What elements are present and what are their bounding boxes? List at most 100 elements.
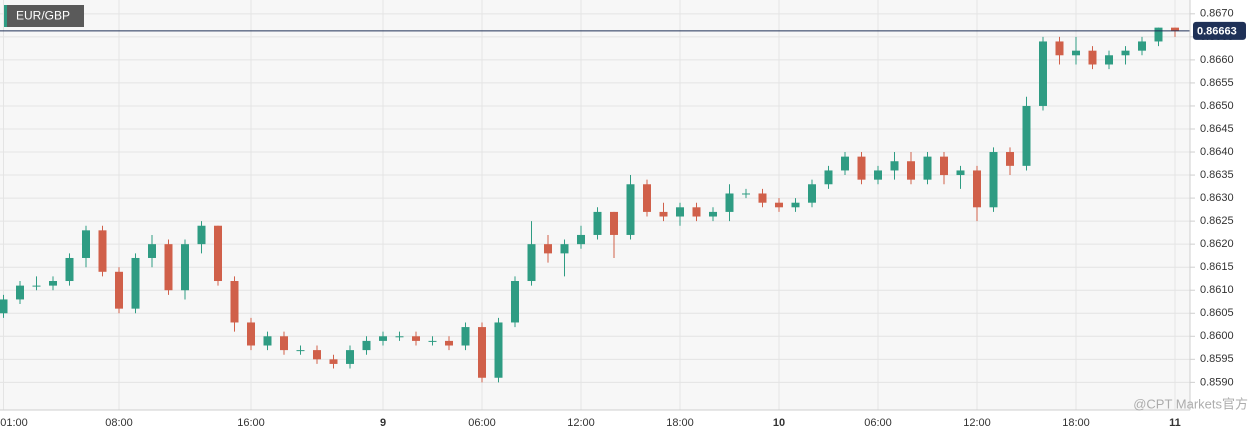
- candle-body: [940, 156, 948, 176]
- legend-stripe: [4, 5, 7, 27]
- y-tick-label: 0.8600: [1200, 330, 1234, 342]
- candle-body: [626, 184, 635, 235]
- candle-body: [742, 193, 750, 195]
- candle-body: [395, 336, 404, 338]
- candle-body: [956, 170, 965, 176]
- candle-body: [164, 244, 173, 291]
- candle-body: [1154, 27, 1163, 42]
- candle-body: [346, 350, 354, 364]
- last-price-label: 0.86663: [1197, 25, 1237, 37]
- last-price-box: [1193, 21, 1246, 40]
- y-tick-label: 0.8655: [1200, 77, 1234, 89]
- candle-body: [247, 322, 255, 346]
- x-tick-label: 11: [1169, 417, 1181, 429]
- candle-body: [49, 281, 57, 286]
- candle-body: [131, 257, 140, 309]
- candle-body: [1105, 55, 1113, 65]
- legend-box: [4, 5, 84, 27]
- y-tick-label: 0.8620: [1200, 238, 1234, 250]
- candle-body: [214, 225, 222, 282]
- candle-body: [758, 193, 767, 203]
- candle-body: [296, 350, 305, 352]
- candle-body: [82, 230, 90, 258]
- x-tick-label: 06:00: [468, 417, 496, 429]
- candle-body: [412, 336, 420, 341]
- x-tick-label: 12:00: [567, 417, 595, 429]
- y-tick-label: 0.8640: [1200, 146, 1234, 158]
- candle-body: [1171, 27, 1179, 31]
- y-tick-label: 0.8635: [1200, 169, 1234, 181]
- candle-body: [791, 202, 800, 208]
- x-tick-label: 18:00: [666, 417, 694, 429]
- x-tick-label: 16:00: [237, 417, 265, 429]
- candle-body: [659, 211, 668, 217]
- watermark: @CPT Markets官方: [1133, 396, 1248, 411]
- y-tick-label: 0.8670: [1200, 8, 1234, 20]
- candle-body: [1055, 41, 1064, 56]
- y-tick-label: 0.8610: [1200, 284, 1234, 296]
- candle-body: [181, 244, 189, 291]
- candle-body: [1006, 152, 1014, 166]
- candle-body: [725, 193, 734, 212]
- y-tick-label: 0.8650: [1200, 100, 1234, 112]
- candle-body: [511, 281, 519, 323]
- candle-body: [1039, 41, 1047, 106]
- candle-body: [989, 152, 998, 208]
- candle-body: [16, 285, 24, 300]
- candle-body: [230, 281, 239, 323]
- candle-body: [263, 336, 272, 346]
- candle-body: [527, 244, 536, 282]
- x-tick-label: 08:00: [105, 417, 133, 429]
- plot-area: [0, 0, 1190, 410]
- candle-body: [593, 211, 602, 235]
- y-tick-label: 0.8595: [1200, 353, 1234, 365]
- labels: 0.8590 0.8595 0.8600 0.8605 0.8610 0.8615 0.86…: [0, 8, 1246, 429]
- candle-body: [676, 207, 684, 217]
- y-tick-label: 0.8645: [1200, 123, 1234, 135]
- candle-body: [461, 327, 470, 346]
- legend: EUR/GBP: [4, 5, 84, 27]
- candle-body: [0, 299, 8, 314]
- candle-body: [577, 234, 585, 245]
- y-tick-label: 0.8605: [1200, 307, 1234, 319]
- candle-body: [1088, 50, 1097, 65]
- y-tick-label: 0.8615: [1200, 261, 1234, 273]
- candles: [0, 27, 1190, 383]
- candle-body: [313, 350, 321, 360]
- candle-body: [775, 202, 783, 208]
- y-tick-label: 0.8630: [1200, 192, 1234, 204]
- candle-body: [610, 211, 618, 235]
- candle-body: [428, 340, 437, 342]
- candle-body: [362, 340, 371, 351]
- y-tick-label: 0.8590: [1200, 376, 1234, 388]
- y-tick-label: 0.8625: [1200, 215, 1234, 227]
- chart-title: EUR/GBP: [16, 9, 70, 23]
- candle-body: [643, 184, 651, 212]
- candle-body: [907, 161, 915, 180]
- candle-body: [478, 327, 486, 378]
- candle-body: [32, 285, 41, 287]
- candle-body: [98, 230, 107, 272]
- x-tick-label: 06:00: [864, 417, 892, 429]
- candle-body: [1022, 105, 1031, 166]
- x-tick-label: 10: [773, 417, 785, 429]
- candle-body: [280, 336, 288, 351]
- candle-body: [923, 156, 932, 180]
- x-tick-label: 01:00: [0, 417, 28, 429]
- candle-body: [197, 225, 206, 245]
- x-tick-label: 9: [380, 417, 386, 429]
- candle-body: [148, 244, 156, 258]
- candle-body: [544, 244, 552, 254]
- candle-body: [841, 156, 849, 171]
- y-tick-label: 0.8660: [1200, 54, 1234, 66]
- candle-body: [65, 257, 74, 282]
- candle-body: [1121, 50, 1130, 56]
- candle-body: [1138, 41, 1146, 51]
- candle-body: [973, 170, 981, 208]
- candle-body: [808, 184, 816, 203]
- candle-body: [874, 170, 882, 180]
- x-tick-label: 12:00: [963, 417, 991, 429]
- candle-body: [857, 156, 866, 180]
- candle-body: [560, 244, 569, 254]
- candle-body: [1072, 50, 1080, 56]
